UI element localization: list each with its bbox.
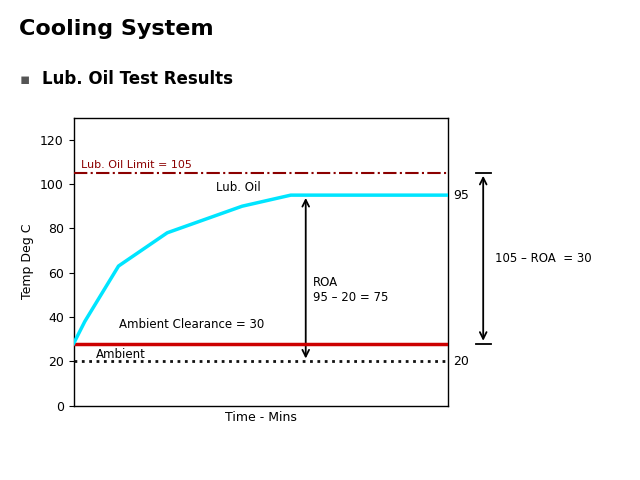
- Text: Lub. Oil: Lub. Oil: [216, 180, 260, 194]
- Text: Lub. Oil Limit = 105: Lub. Oil Limit = 105: [81, 160, 192, 169]
- Text: 105 – ROA  = 30: 105 – ROA = 30: [495, 252, 591, 265]
- Y-axis label: Temp Deg C: Temp Deg C: [22, 224, 35, 300]
- Text: Lub. Oil Test Results: Lub. Oil Test Results: [42, 70, 232, 88]
- Text: Cooling System: Cooling System: [19, 19, 214, 39]
- Text: 95: 95: [453, 189, 469, 202]
- Text: ▪: ▪: [19, 72, 29, 87]
- Text: ROA
95 – 20 = 75: ROA 95 – 20 = 75: [313, 276, 388, 304]
- Text: Ambient Clearance = 30: Ambient Clearance = 30: [118, 318, 264, 331]
- Text: 20: 20: [453, 355, 469, 368]
- X-axis label: Time - Mins: Time - Mins: [225, 411, 297, 424]
- Text: Ambient: Ambient: [96, 348, 146, 361]
